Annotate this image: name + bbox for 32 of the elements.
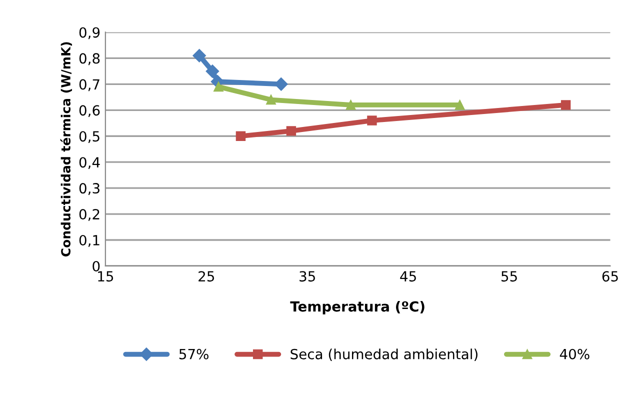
y-tick-label: 0,8 xyxy=(79,53,100,66)
y-tick-label: 0,4 xyxy=(79,157,100,169)
point xyxy=(454,100,465,110)
point xyxy=(266,94,276,105)
x-tick-label: 35 xyxy=(300,271,315,282)
x-tick-label: 25 xyxy=(198,271,214,282)
y-axis-title: Conductividad térmica (W/mK) xyxy=(60,42,72,256)
x-axis-title: Temperatura (ºC) xyxy=(290,300,424,314)
y-tick-label: 0,3 xyxy=(79,183,100,195)
point xyxy=(206,64,220,78)
point xyxy=(346,100,356,110)
x-tick-label: 55 xyxy=(502,271,517,282)
y-tick-label: 0,2 xyxy=(79,209,100,221)
legend-label: 40% xyxy=(560,348,590,360)
point xyxy=(236,131,246,141)
y-tick-label: 0,6 xyxy=(79,105,100,118)
point xyxy=(367,116,377,126)
y-tick-label: 0 xyxy=(92,260,100,272)
y-tick-label: 0,1 xyxy=(79,234,100,247)
point xyxy=(274,78,288,91)
y-tick-label: 0,5 xyxy=(79,131,100,144)
legend-label: 57% xyxy=(179,348,208,360)
y-tick-label: 0,9 xyxy=(79,27,100,40)
y-tick-label: 0,7 xyxy=(79,79,100,92)
point xyxy=(214,82,224,92)
x-tick-label: 45 xyxy=(400,271,416,282)
point xyxy=(286,126,296,136)
x-tick-label: 65 xyxy=(602,271,618,282)
point xyxy=(560,100,571,110)
x-tick-label: 15 xyxy=(98,271,114,282)
point xyxy=(192,49,206,62)
legend-label: Seca (humedad ambiental) xyxy=(290,348,478,361)
